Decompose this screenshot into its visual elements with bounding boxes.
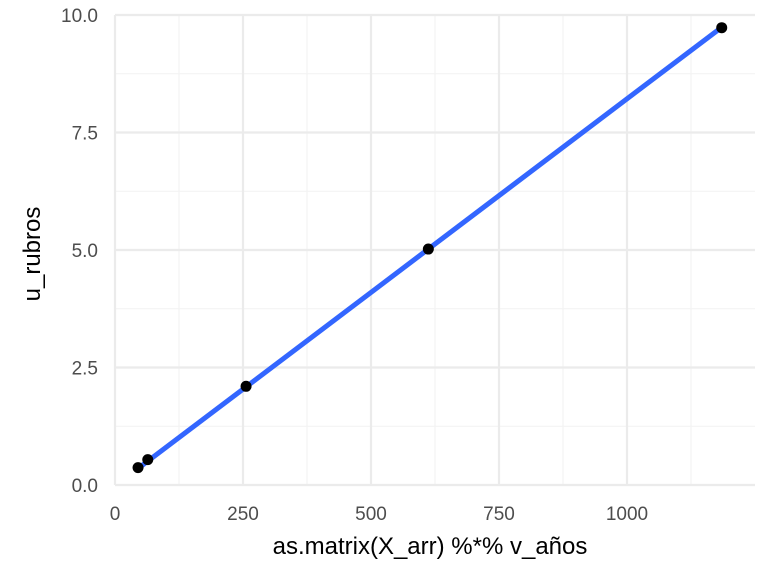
x-tick-label: 1000 bbox=[606, 504, 648, 525]
y-axis-title: u_rubros bbox=[19, 207, 46, 302]
major-gridlines bbox=[113, 13, 755, 487]
y-tick-label: 5.0 bbox=[72, 241, 98, 262]
data-points-layer bbox=[132, 22, 728, 474]
y-tick-label: 10.0 bbox=[61, 6, 98, 27]
data-point bbox=[716, 22, 728, 34]
x-tick-label: 500 bbox=[355, 504, 387, 525]
x-tick-label: 250 bbox=[227, 504, 259, 525]
y-tick-label: 7.5 bbox=[72, 124, 98, 145]
x-axis-tick-labels: 0 250 500 750 1000 bbox=[110, 504, 648, 525]
data-point bbox=[240, 380, 252, 392]
x-tick-label: 750 bbox=[483, 504, 515, 525]
data-point bbox=[142, 454, 154, 466]
x-tick-label: 0 bbox=[110, 504, 121, 525]
data-point bbox=[132, 462, 144, 474]
x-axis-title: as.matrix(X_arr) %*% v_años bbox=[273, 533, 588, 560]
data-point bbox=[422, 243, 434, 255]
y-tick-label: 0.0 bbox=[72, 476, 98, 497]
y-tick-label: 2.5 bbox=[72, 359, 98, 380]
y-axis-tick-labels: 0.0 2.5 5.0 7.5 10.0 bbox=[61, 6, 98, 497]
